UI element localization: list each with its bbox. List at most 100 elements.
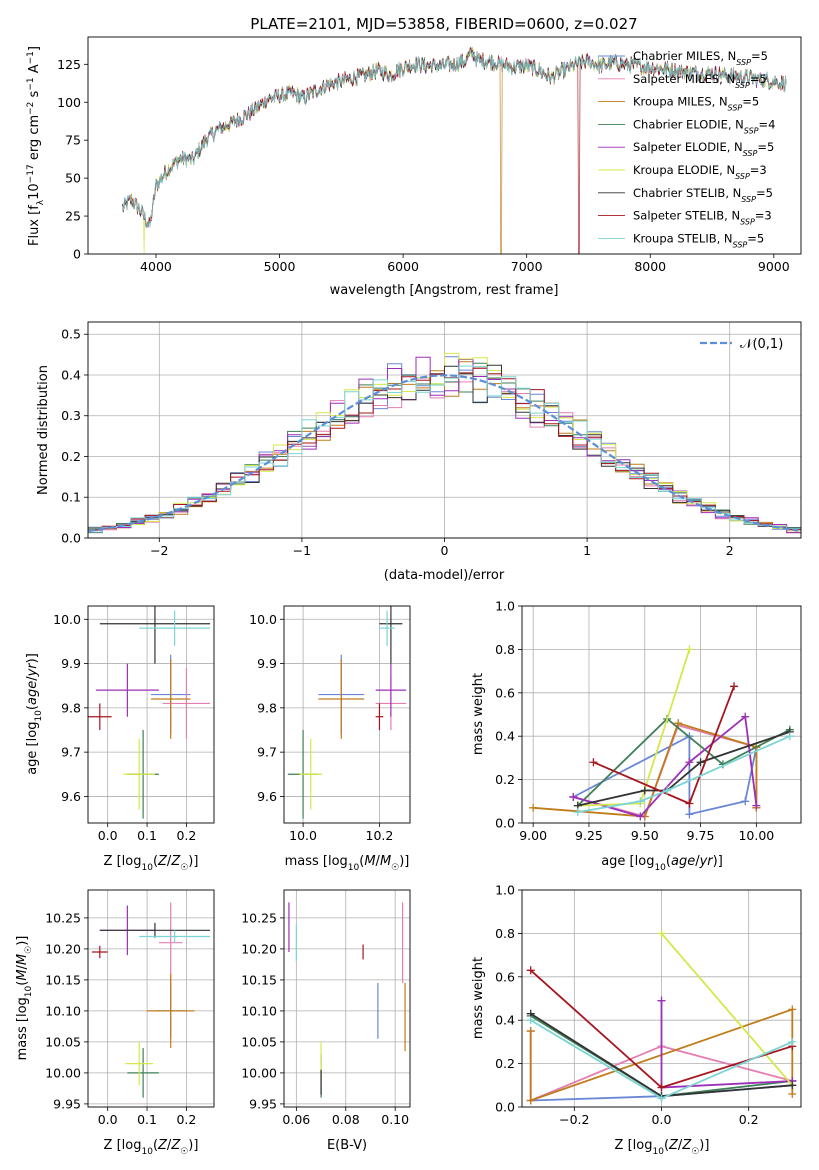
grid [88,890,214,1107]
x-axis-label: (data-model)/error [384,568,505,583]
y-tick-label: 9.95 [53,1096,81,1111]
x-tick-label: 0.2 [176,1112,196,1127]
label-part: age [671,854,695,869]
y-tick-label: 10.05 [45,1034,81,1049]
y-tick-label: 10.25 [45,910,81,925]
weight-point [730,682,739,691]
legend-model: Salpeter STELIB, N [633,209,740,223]
label-part: Normed distribution [36,365,51,495]
label-part: ( [25,705,40,710]
grid [284,890,410,1107]
weight-series [660,932,793,1086]
legend-model: Kroupa MILES, N [633,95,728,109]
weight-series [593,685,735,805]
legend-count: =3 [755,209,772,223]
weight-vs-metallicity-panel: −0.2 0.0 0.20.00.20.40.60.81.0Z [log10(Z/Z… [471,883,802,1157]
y-axis-label: mass [log10(M/M☉)] [15,936,34,1061]
label-part: 10 [348,863,360,873]
y-tick-label: 0.2 [495,772,515,787]
label-part: 10 [141,863,153,873]
label-part: ( [153,854,158,869]
y-tick-label: 9.9 [61,656,81,671]
weight-point [788,1081,797,1090]
label-part: −17 [26,164,36,183]
legend-model: Kroupa STELIB, N [633,231,733,245]
legend-count: =5 [756,186,773,200]
label-part: Z [170,854,181,869]
y-tick-label: 10.15 [241,972,277,987]
plot-area [91,902,211,1098]
weight-point [657,929,666,938]
label-part: Z [log [104,854,142,869]
label-part: 10 [34,710,44,722]
x-axis-label: Z [log10(Z/Z☉)] [104,854,199,873]
label-part: )] [188,1138,198,1153]
axes-frame [87,321,802,539]
mass-vs-extinction-panel: 0.06 0.08 0.10 9.95 10.00 10.05 10.10 10.15 10.2… [241,889,411,1153]
legend-subscript: SSP [740,217,755,226]
weight-series [573,714,758,818]
x-tick-label: 9.50 [631,828,659,843]
weight-point [785,732,794,741]
weight-point [526,1096,535,1105]
y-tick-label: 1.0 [495,599,515,614]
y-tick-label: 0.8 [495,926,515,941]
label-part: ] [27,46,42,51]
label-part: 10 [27,183,42,200]
plot-area [529,645,794,821]
label-part: ☉ [24,946,34,954]
axes-frame [521,605,802,824]
weight-point [685,799,694,808]
y-tick-label: 0.4 [495,1013,515,1028]
label-part: mass weight [471,673,486,755]
legend-count: =5 [742,95,759,109]
y-tick-label: 0.6 [495,685,515,700]
weight-point [573,808,582,817]
axes-frame [87,605,215,824]
y-tick-label: 9.9 [257,656,277,671]
weight-point [529,803,538,812]
y-tick-label: 10.00 [45,1065,81,1080]
legend-count: =3 [750,163,767,177]
y-tick-label: 9.8 [257,700,277,715]
label-part: Z [681,1138,692,1153]
y-tick-label: 0.3 [61,408,81,423]
y-tick-label: 125 [57,57,81,72]
y-tick-label: 10.20 [241,941,277,956]
x-axis-label: E(B-V) [327,1138,367,1153]
legend-subscript: SSP [736,58,751,67]
legend-label: Salpeter ELODIE, NSSP=5 [633,140,774,158]
label-part: M [15,969,30,980]
weight-point [752,801,761,810]
y-tick-label: 10.0 [53,612,81,627]
weight-point [569,792,578,801]
gaussian-curve [88,374,799,532]
legend-label: Chabrier STELIB, NSSP=5 [633,186,773,204]
label-part: −2 [26,102,36,115]
label-part: / [25,676,40,681]
label-part: )] [188,854,198,869]
legend-count: =5 [750,72,767,86]
legend-count: =4 [759,117,776,131]
y-tick-label: 0.8 [495,642,515,657]
label-part: Z [log [104,1138,142,1153]
y-tick-label: 0.6 [495,969,515,984]
plot-area [287,606,407,819]
y-tick-label: 25 [65,209,81,224]
label-part: ☉ [180,1147,188,1157]
y-tick-label: 9.7 [257,745,277,760]
x-tick-label: 10.2 [366,828,394,843]
x-axis-label: Z [log10(Z/Z☉)] [104,1138,199,1157]
label-part: age [log [25,722,40,775]
y-tick-label: 0.1 [61,490,81,505]
label-part: Z [170,1138,181,1153]
x-tick-label: 0.10 [381,1112,409,1127]
legend-model: Salpeter ELODIE, N [633,140,743,154]
y-tick-label: 9.95 [249,1096,277,1111]
label-part: 10 [652,1147,664,1157]
weight-point [685,810,694,819]
weight-point [526,1027,535,1036]
weight-point [657,1083,666,1092]
y-tick-label: 0.5 [61,327,81,342]
x-tick-label: 7000 [511,259,543,274]
